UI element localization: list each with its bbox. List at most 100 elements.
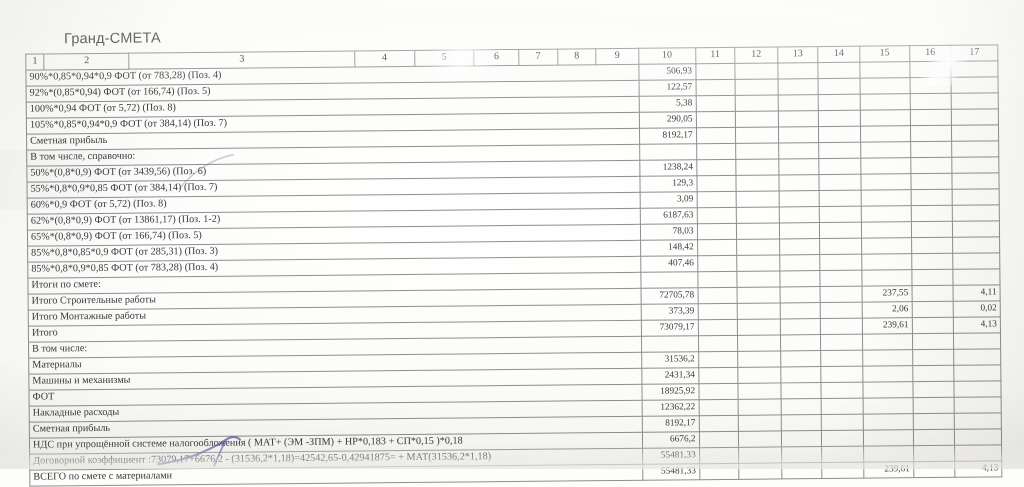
cell-col17 xyxy=(952,220,1000,238)
cell-col16 xyxy=(913,461,956,478)
cell-col16 xyxy=(912,365,955,382)
cell-col15: 239,61 xyxy=(862,317,913,335)
cell-col15 xyxy=(860,125,911,143)
cell-col10: 6187,63 xyxy=(640,207,697,225)
cell-col17: 4,13 xyxy=(953,316,1001,334)
cell-col15 xyxy=(863,413,914,431)
cell-col17 xyxy=(954,428,1002,446)
cell-col16 xyxy=(911,237,953,254)
cell-col12 xyxy=(735,94,779,112)
cell-col12 xyxy=(736,206,780,224)
cell-col12 xyxy=(738,462,782,480)
column-header-2: 2 xyxy=(44,53,130,71)
cell-col12 xyxy=(738,414,782,432)
cell-col13 xyxy=(780,382,822,399)
cell-col11 xyxy=(696,175,737,192)
cell-col14 xyxy=(818,142,861,159)
cell-col16 xyxy=(911,301,954,318)
estimate-table: 1 2 3 4 5 6 7 8 9 10 11 12 13 14 15 16 1… xyxy=(25,44,1002,487)
cell-col15 xyxy=(861,253,912,271)
cell-col14 xyxy=(821,446,864,463)
cell-col12 xyxy=(735,126,779,144)
cell-col15 xyxy=(860,93,910,111)
cell-col11 xyxy=(699,447,739,464)
cell-col11 xyxy=(696,223,737,240)
cell-col15 xyxy=(860,173,911,191)
cell-col17 xyxy=(953,364,1001,382)
cell-col12 xyxy=(737,318,781,336)
cell-col11 xyxy=(698,399,739,416)
cell-col15 xyxy=(860,157,911,175)
estimate-sheet: Гранд-СМЕТА 1 2 3 4 xyxy=(25,30,1002,487)
cell-col12 xyxy=(737,270,780,288)
cell-col11 xyxy=(696,159,737,176)
cell-col12 xyxy=(735,158,779,176)
cell-col12 xyxy=(735,78,778,96)
cell-col15 xyxy=(863,397,913,415)
cell-col16 xyxy=(912,349,954,366)
cell-col14 xyxy=(819,190,862,207)
cell-col13 xyxy=(780,350,822,367)
cell-col17 xyxy=(952,236,1000,254)
cell-col11 xyxy=(697,319,738,336)
cell-col15 xyxy=(861,237,912,255)
cell-col15 xyxy=(862,381,913,399)
cell-col17 xyxy=(951,92,999,110)
cell-col12 xyxy=(735,142,779,160)
column-header-7: 7 xyxy=(518,49,558,66)
cell-col13 xyxy=(778,190,820,207)
cell-col11 xyxy=(698,367,739,384)
cell-col14 xyxy=(820,270,862,287)
cell-col15 xyxy=(862,349,913,367)
cell-col12 xyxy=(736,174,779,192)
cell-col15 xyxy=(862,365,913,383)
cell-col14 xyxy=(818,62,860,79)
cell-col16 xyxy=(913,445,955,462)
cell-col14 xyxy=(820,286,863,303)
cell-col15 xyxy=(861,189,911,207)
cell-col14 xyxy=(821,398,864,415)
cell-col17 xyxy=(953,268,1001,286)
cell-col10: 55481,33 xyxy=(642,463,700,481)
cell-col11 xyxy=(698,415,739,432)
cell-col14 xyxy=(820,334,863,351)
cell-col12 xyxy=(737,350,781,368)
column-header-13: 13 xyxy=(777,46,819,63)
cell-col17 xyxy=(954,444,1002,462)
cell-col16 xyxy=(910,141,953,158)
cell-col16 xyxy=(911,317,954,334)
cell-col17 xyxy=(954,396,1002,414)
cell-col11 xyxy=(695,95,736,112)
brand-label: Гранд-СМЕТА xyxy=(64,30,161,48)
cell-col10: 31536,2 xyxy=(641,351,699,369)
cell-col17 xyxy=(954,380,1002,398)
cell-col12 xyxy=(738,446,782,464)
cell-col14 xyxy=(818,126,861,143)
cell-col12 xyxy=(736,190,780,208)
cell-col11 xyxy=(695,79,736,96)
cell-col10: 18925,92 xyxy=(641,383,699,401)
cell-col14 xyxy=(822,462,864,479)
cell-col14 xyxy=(818,110,861,127)
cell-col11 xyxy=(697,255,738,272)
cell-col11 xyxy=(699,463,740,480)
cell-col13 xyxy=(779,302,821,319)
cell-col14 xyxy=(821,366,863,383)
cell-col10: 373,39 xyxy=(640,303,698,321)
cell-col10: 78,03 xyxy=(640,223,698,241)
cell-col10: 407,46 xyxy=(640,255,698,273)
column-header-11: 11 xyxy=(695,47,736,64)
cell-col16 xyxy=(911,221,953,238)
cell-col13 xyxy=(778,158,820,175)
cell-col10: 122,57 xyxy=(638,79,696,97)
cell-col17 xyxy=(951,140,999,158)
cell-col15 xyxy=(861,269,912,287)
cell-col14 xyxy=(820,350,863,367)
cell-col13 xyxy=(778,110,819,127)
cell-col14 xyxy=(821,414,864,431)
cell-col13 xyxy=(780,398,822,415)
cell-col13 xyxy=(778,126,819,143)
cell-col13 xyxy=(778,174,820,191)
cell-col17 xyxy=(951,108,999,126)
table-body: 90%*0,85*0,94*0,9 ФОТ (от 783,28) (Поз. … xyxy=(25,60,1002,487)
